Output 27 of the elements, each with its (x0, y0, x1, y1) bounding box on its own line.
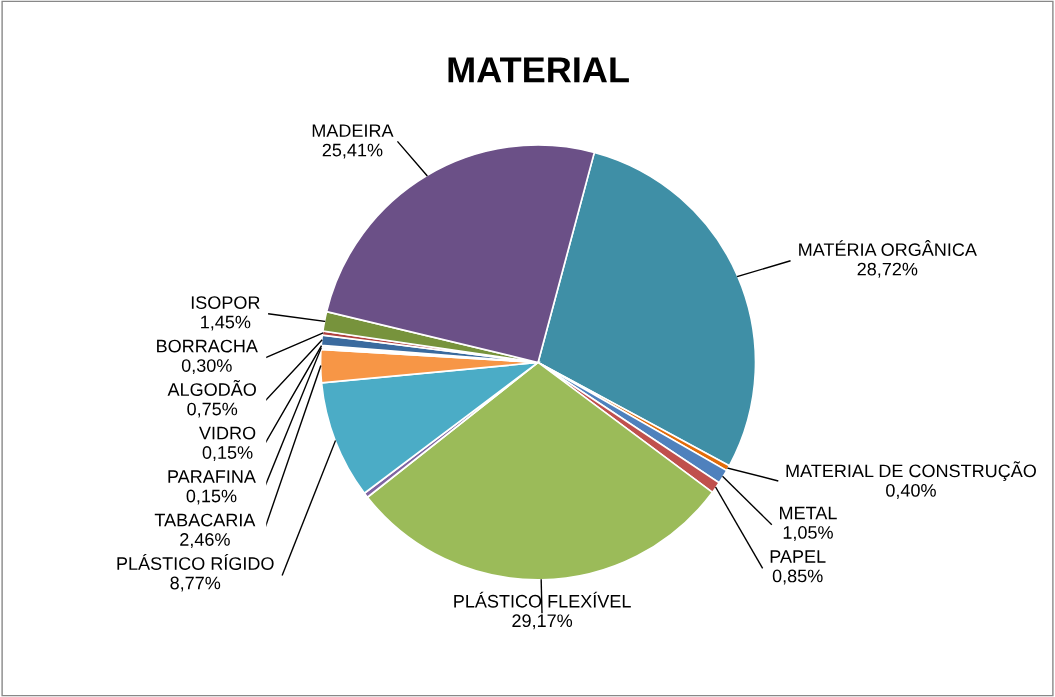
data-label: 0,15% (186, 489, 237, 505)
data-label: 8,77% (170, 576, 221, 592)
slice-label: ISOPOR (191, 296, 260, 309)
slice-label: METAL (780, 506, 837, 520)
data-label: 25,41% (322, 143, 383, 159)
data-label: 0,40% (886, 484, 936, 499)
data-label: 1,45% (201, 315, 251, 331)
data-label: 28,72% (857, 262, 918, 278)
data-label: 0,15% (202, 446, 253, 462)
slice-label: PARAFINA (168, 470, 256, 483)
data-label: 29,17% (512, 614, 573, 630)
slice-label: MADEIRA (312, 124, 394, 137)
slice-label: BORRACHA (157, 339, 258, 353)
data-label: 0,85% (772, 569, 823, 585)
data-label: 0,75% (187, 402, 238, 418)
slice-label: ALGODÃO (167, 379, 256, 396)
data-label: 0,30% (181, 359, 232, 375)
slice-label: PLÁSTICO RÍGIDO (117, 554, 274, 570)
slice-label: TABACARIA (154, 513, 256, 527)
slice-label: VIDRO (199, 426, 256, 440)
slice-label: MATERIAL DE CONSTRUÇÃO (786, 461, 1036, 481)
slice-label: PAPEL (770, 550, 826, 563)
data-label: 1,05% (783, 526, 833, 541)
chart-title: MATERIAL (448, 57, 629, 83)
slice-label: PLÁSTICO FLEXÍVEL (454, 591, 631, 608)
data-label: 2,46% (180, 533, 230, 549)
slice-label: MATÉRIA ORGÂNICA (799, 240, 977, 257)
